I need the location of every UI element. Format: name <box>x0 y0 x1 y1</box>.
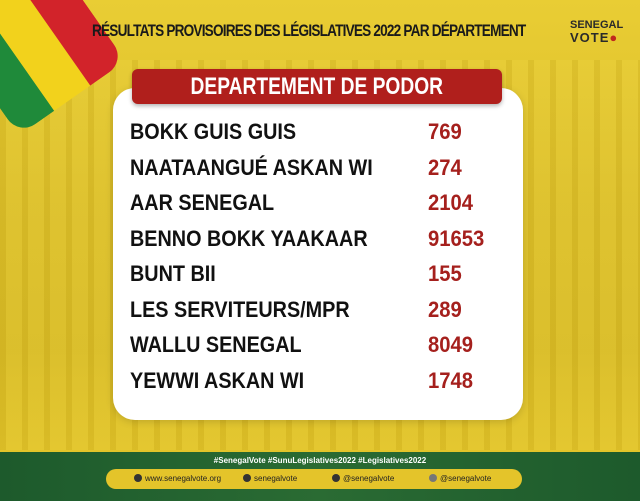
department-title: DEPARTEMENT DE PODOR <box>190 73 444 100</box>
vote-count: 769 <box>428 119 462 144</box>
vote-count: 2104 <box>428 190 474 215</box>
website-link[interactable]: www.senegalvote.org <box>134 474 221 483</box>
instagram-text: @senegalvote <box>440 474 492 483</box>
facebook-text: senegalvote <box>254 474 298 483</box>
instagram-icon <box>429 474 437 482</box>
vote-count: 274 <box>428 154 462 180</box>
party-name: BOKK GUIS GUIS <box>130 119 297 144</box>
vote-count: 1748 <box>428 367 474 393</box>
results-card <box>113 88 523 420</box>
globe-icon <box>134 474 142 482</box>
party-name: LES SERVITEURS/MPR <box>130 296 350 322</box>
party-name: YEWWI ASKAN WI <box>130 367 305 393</box>
party-name: NAATAANGUÉ ASKAN WI <box>130 154 373 180</box>
party-name: AAR SENEGAL <box>130 190 275 215</box>
vote-count: 8049 <box>428 332 474 357</box>
party-name: BUNT BII <box>130 261 216 286</box>
vote-count: 155 <box>428 261 462 286</box>
logo-line2: VOTE <box>570 30 610 45</box>
instagram-link[interactable]: @senegalvote <box>429 474 491 483</box>
facebook-icon <box>243 474 251 482</box>
logo-line1: SENEGAL <box>570 19 624 31</box>
department-banner: DEPARTEMENT DE PODOR <box>132 69 502 104</box>
twitter-link[interactable]: @senegalvote <box>332 474 394 483</box>
party-name: BENNO BOKK YAAKAAR <box>130 225 368 251</box>
vote-count: 91653 <box>428 225 485 251</box>
senegalvote-logo: SENEGAL VOTE● <box>570 19 624 45</box>
vote-count: 289 <box>428 296 462 322</box>
hashtags: #SenegalVote #SunuLegislatives2022 #Legi… <box>213 456 427 465</box>
twitter-icon <box>332 474 340 482</box>
twitter-text: @senegalvote <box>343 474 395 483</box>
party-name: WALLU SENEGAL <box>130 332 302 357</box>
page-title: RÉSULTATS PROVISOIRES DES LÉGISLATIVES 2… <box>92 21 526 40</box>
website-text: www.senegalvote.org <box>145 474 222 483</box>
facebook-link[interactable]: senegalvote <box>243 474 297 483</box>
social-bar: www.senegalvote.org senegalvote @senegal… <box>106 469 522 489</box>
